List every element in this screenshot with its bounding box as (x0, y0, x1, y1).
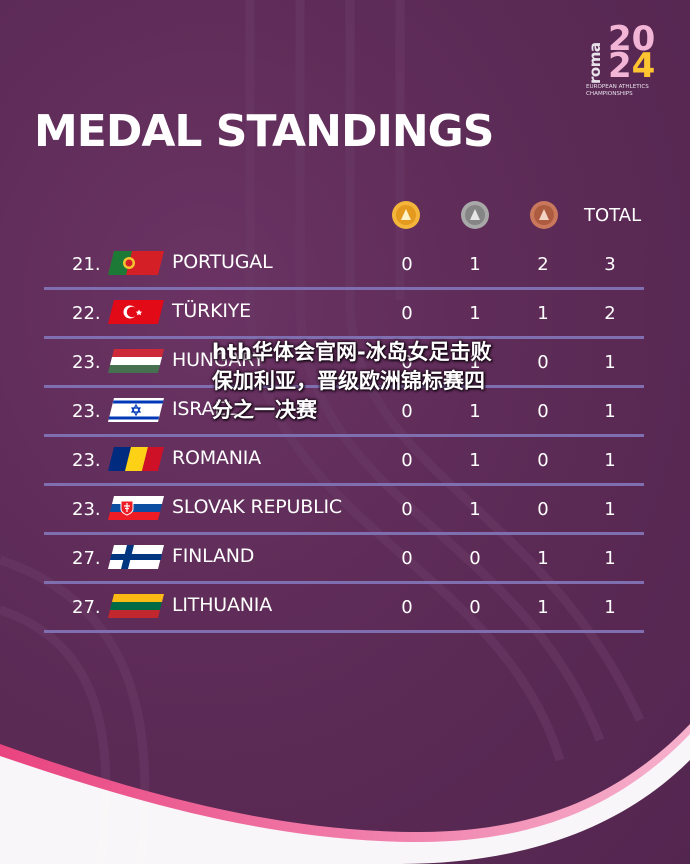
table-row: 27. FINLAND 0 0 1 1 (44, 536, 644, 584)
country-name: TÜRKIYE (172, 300, 251, 322)
country-name: ROMANIA (172, 447, 261, 469)
country-name: LITHUANIA (172, 594, 273, 616)
bronze-medal-icon (529, 200, 559, 230)
rank: 22. (72, 303, 101, 324)
overlay-headline: hth华体会官网-冰岛女足击败保加利亚，晋级欧洲锦标赛四分之一决赛 (212, 340, 492, 422)
bronze-count: 1 (537, 548, 549, 569)
total-count: 1 (604, 352, 616, 373)
slovakia-flag-icon (108, 496, 164, 520)
bottom-swoosh-decoration (0, 724, 690, 864)
gold-count: 0 (401, 499, 413, 520)
rank: 23. (72, 499, 101, 520)
country-name: SLOVAK REPUBLIC (172, 496, 342, 518)
row-divider (44, 581, 644, 584)
gold-count: 0 (401, 597, 413, 618)
israel-flag-icon (108, 398, 164, 422)
country-name: ISRAEL (172, 398, 237, 420)
hungary-flag-icon (108, 349, 164, 373)
portugal-flag-icon (108, 251, 164, 275)
rank: 23. (72, 401, 101, 422)
gold-count: 0 (401, 303, 413, 324)
total-count: 1 (604, 548, 616, 569)
row-divider (44, 385, 644, 388)
total-count: 2 (604, 303, 616, 324)
gold-count: 0 (401, 450, 413, 471)
bronze-count: 1 (537, 597, 549, 618)
bronze-count: 0 (537, 352, 549, 373)
table-row: 27. LITHUANIA 0 0 1 1 (44, 585, 644, 633)
silver-count: 1 (469, 303, 481, 324)
lithuania-flag-icon (108, 594, 164, 618)
total-count: 1 (604, 597, 616, 618)
row-divider (44, 483, 644, 486)
row-divider (44, 336, 644, 339)
turkiye-flag-icon (108, 300, 164, 324)
table-row: 23. ROMANIA 0 1 0 1 (44, 438, 644, 486)
logo-year: 20 24 (608, 19, 656, 86)
total-count: 1 (604, 499, 616, 520)
country-name: FINLAND (172, 545, 255, 567)
total-count: 1 (604, 450, 616, 471)
bronze-count: 1 (537, 303, 549, 324)
table-row: 21. PORTUGAL 0 1 2 3 (44, 242, 644, 290)
rank: 27. (72, 597, 101, 618)
bronze-count: 0 (537, 450, 549, 471)
logo-wordmark: roma (586, 42, 604, 84)
table-row: 23. ISRAEL 0 1 0 1 (44, 389, 644, 437)
rank: 21. (72, 254, 101, 275)
total-count: 1 (604, 401, 616, 422)
row-divider (44, 287, 644, 290)
row-divider (44, 532, 644, 535)
gold-count: 0 (401, 548, 413, 569)
gold-count: 0 (401, 254, 413, 275)
logo-subtitle: EUROPEAN ATHLETICS CHAMPIONSHIPS (586, 84, 649, 97)
silver-count: 1 (469, 254, 481, 275)
gold-count: 0 (401, 401, 413, 422)
silver-count: 1 (469, 352, 481, 373)
country-name: HUNGARY (172, 349, 265, 371)
row-divider (44, 434, 644, 437)
silver-count: 0 (469, 548, 481, 569)
championship-logo: roma 20 24 EUROPEAN ATHLETICS CHAMPIONSH… (586, 19, 662, 104)
row-divider (44, 630, 644, 633)
silver-count: 1 (469, 499, 481, 520)
table-row: 22. TÜRKIYE 0 1 1 2 (44, 291, 644, 339)
gold-count: 0 (401, 352, 413, 373)
silver-count: 1 (469, 450, 481, 471)
silver-count: 1 (469, 401, 481, 422)
bronze-count: 0 (537, 401, 549, 422)
gold-medal-icon (391, 200, 421, 230)
total-count: 3 (604, 254, 616, 275)
bronze-count: 0 (537, 499, 549, 520)
finland-flag-icon (108, 545, 164, 569)
romania-flag-icon (108, 447, 164, 471)
silver-count: 0 (469, 597, 481, 618)
page-title: MEDAL STANDINGS (34, 106, 494, 157)
country-name: PORTUGAL (172, 251, 273, 273)
rank: 27. (72, 548, 101, 569)
silver-medal-icon (460, 200, 490, 230)
total-column-header: TOTAL (584, 205, 642, 226)
table-row: 23. SLOVAK REPUBLIC 0 1 0 1 (44, 487, 644, 535)
table-row: 23. HUNGARY 0 1 0 1 (44, 340, 644, 388)
rank: 23. (72, 450, 101, 471)
rank: 23. (72, 352, 101, 373)
bronze-count: 2 (537, 254, 549, 275)
